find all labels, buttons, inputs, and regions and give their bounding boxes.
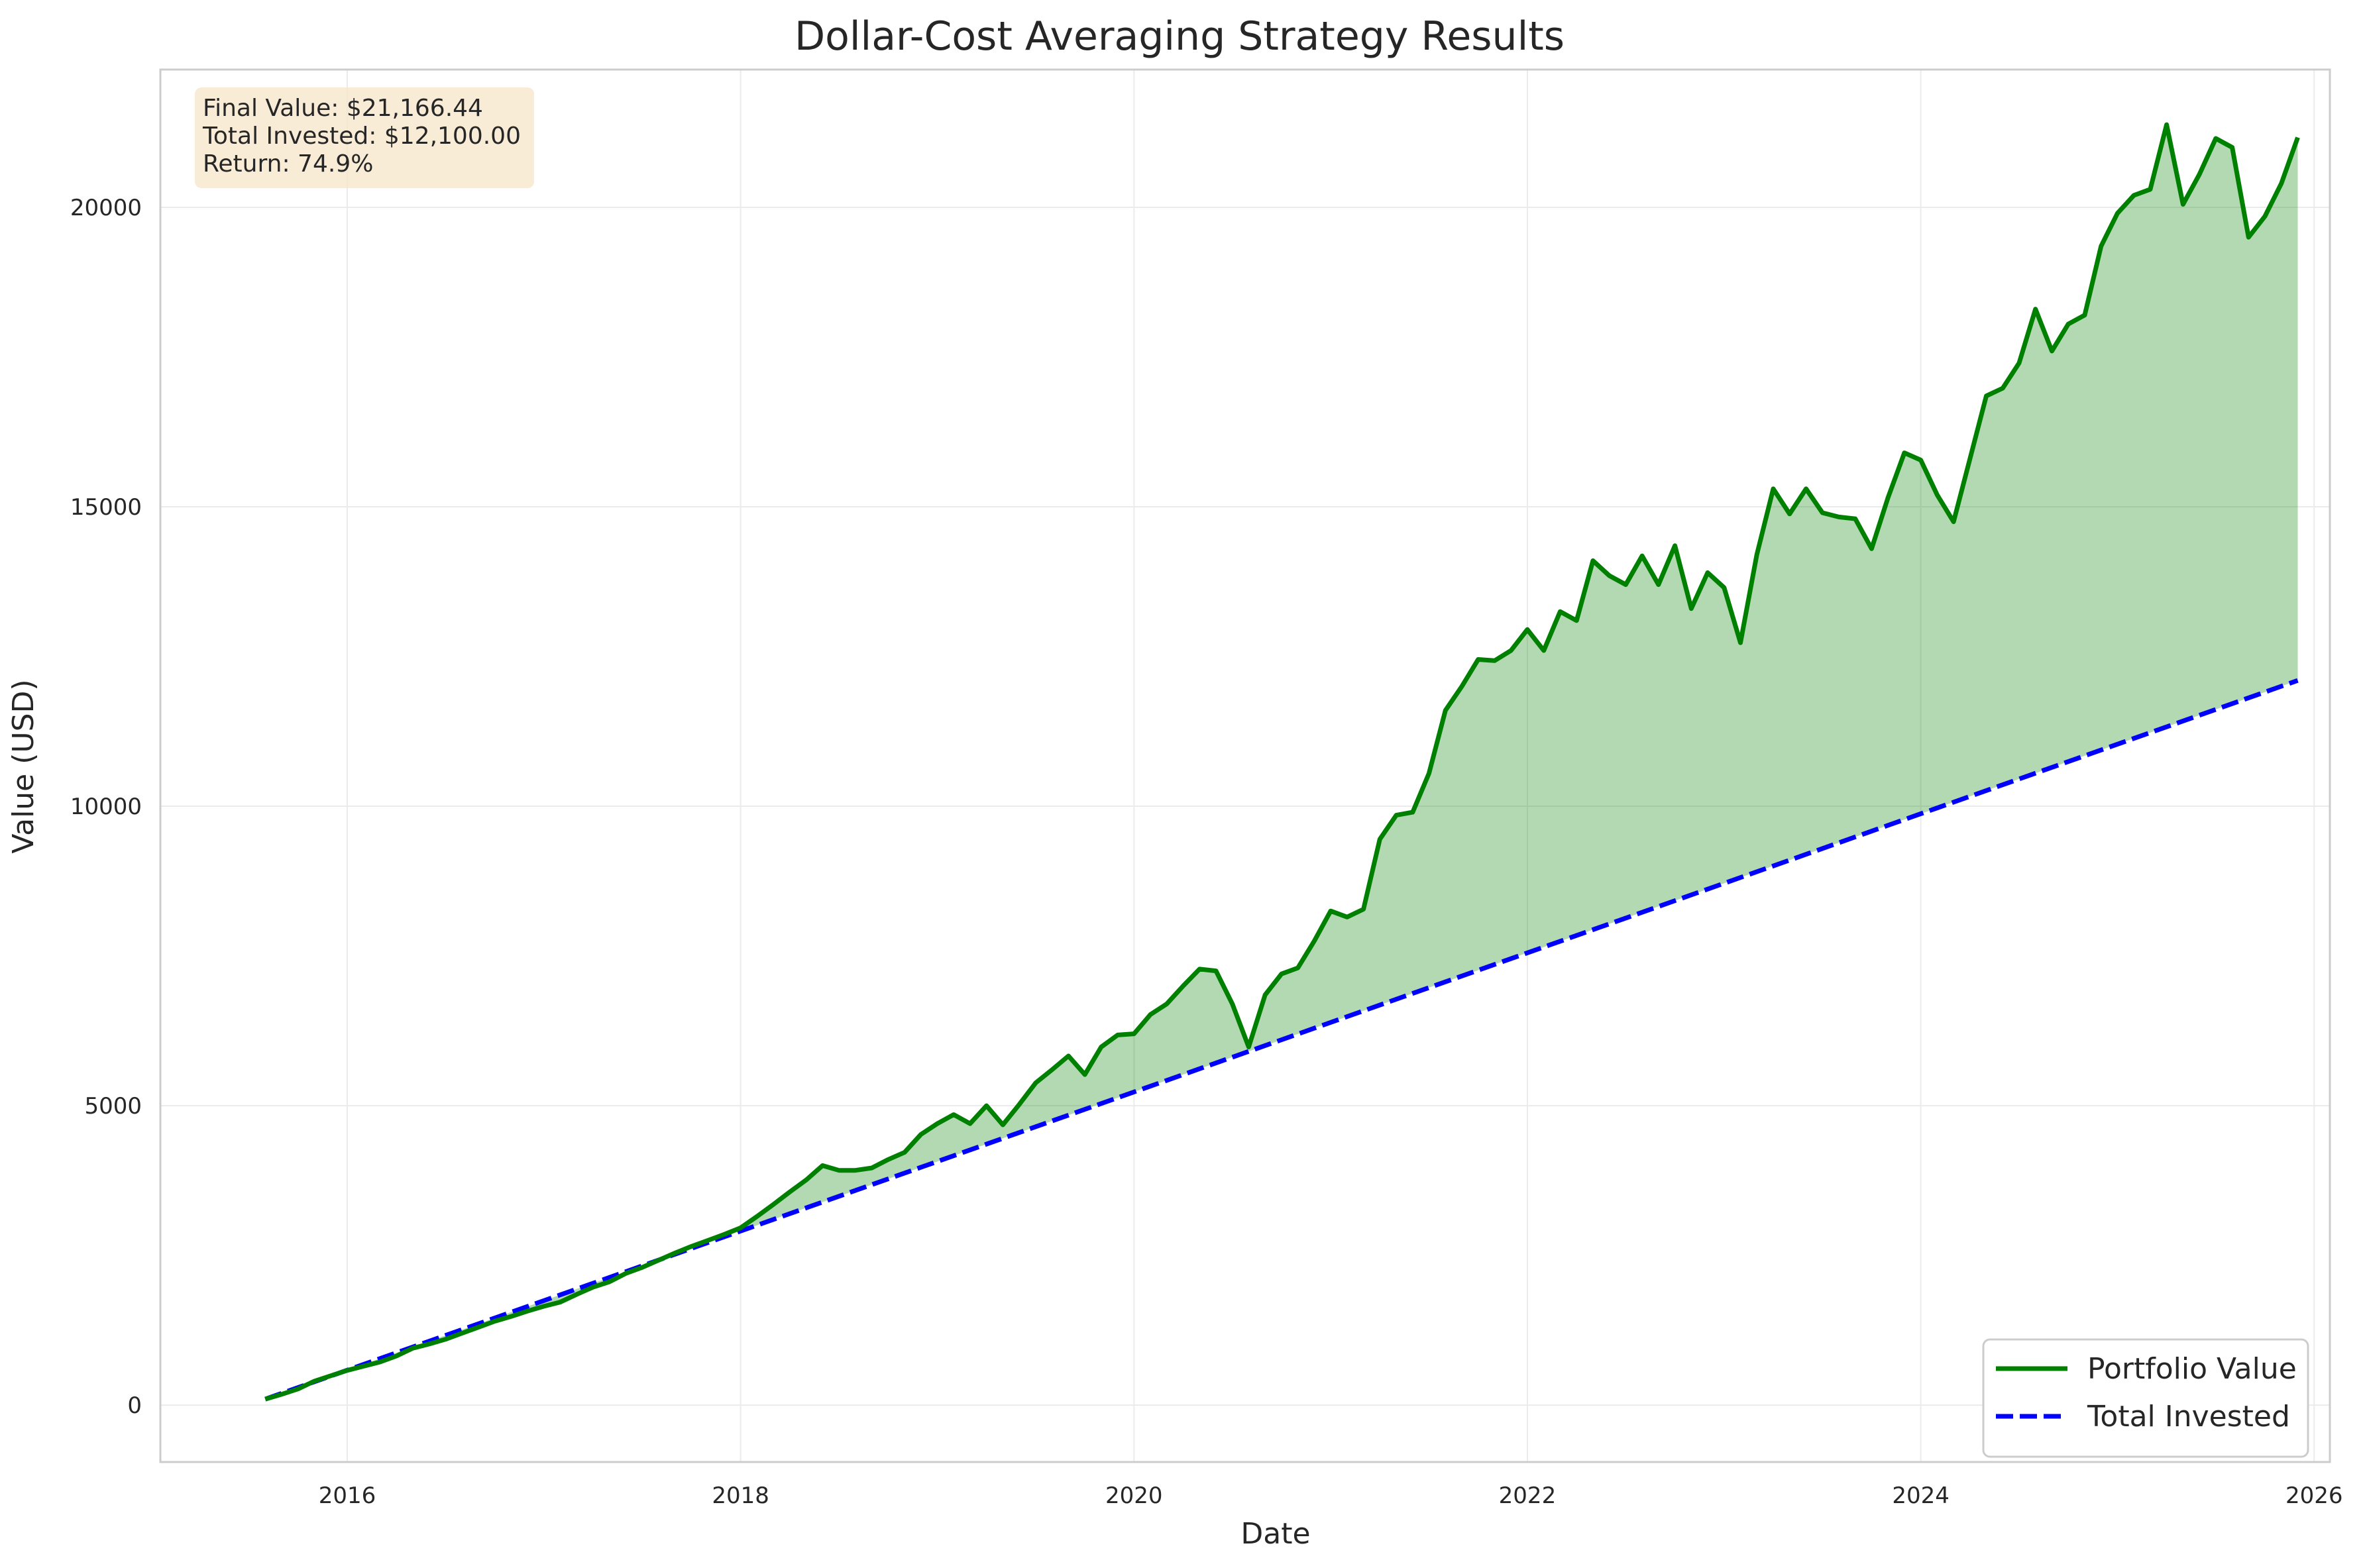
legend-label-total-invested: Total Invested xyxy=(2087,1400,2290,1434)
stats-box: Final Value: $21,166.44 Total Invested: … xyxy=(195,87,534,188)
x-tick-label: 2018 xyxy=(712,1483,769,1509)
stats-return: Return: 74.9% xyxy=(203,150,373,178)
y-tick-label: 20000 xyxy=(70,195,142,221)
x-tick-label: 2016 xyxy=(319,1483,376,1509)
y-tick-label: 0 xyxy=(127,1392,142,1419)
x-tick-labels: 2016 2018 2020 2022 2024 2026 xyxy=(319,1483,2343,1509)
legend: Portfolio Value Total Invested xyxy=(1982,1338,2309,1458)
y-tick-label: 10000 xyxy=(70,794,142,820)
y-tick-labels: 0 5000 10000 15000 20000 xyxy=(70,195,142,1419)
y-tick-label: 15000 xyxy=(70,494,142,521)
x-tick-label: 2020 xyxy=(1105,1483,1163,1509)
gain-fill-area xyxy=(265,125,2298,1400)
x-tick-label: 2022 xyxy=(1499,1483,1557,1509)
y-gridlines xyxy=(160,206,2330,1406)
y-axis-title: Value (USD) xyxy=(7,679,40,853)
chart-title: Dollar-Cost Averaging Strategy Results xyxy=(795,13,1565,60)
total-invested-line xyxy=(264,678,2299,1402)
plot-frame xyxy=(159,68,2331,1463)
y-tick-label: 5000 xyxy=(84,1093,142,1120)
x-axis-title: Date xyxy=(1240,1517,1310,1551)
legend-label-portfolio-value: Portfolio Value xyxy=(2087,1352,2297,1386)
x-tick-label: 2026 xyxy=(2285,1483,2343,1509)
stats-box-background xyxy=(195,87,534,188)
x-tick-label: 2024 xyxy=(1892,1483,1950,1509)
portfolio-value-line xyxy=(264,122,2300,1402)
stats-final-value: Final Value: $21,166.44 xyxy=(203,95,483,122)
stats-total-invested: Total Invested: $12,100.00 xyxy=(202,123,521,150)
